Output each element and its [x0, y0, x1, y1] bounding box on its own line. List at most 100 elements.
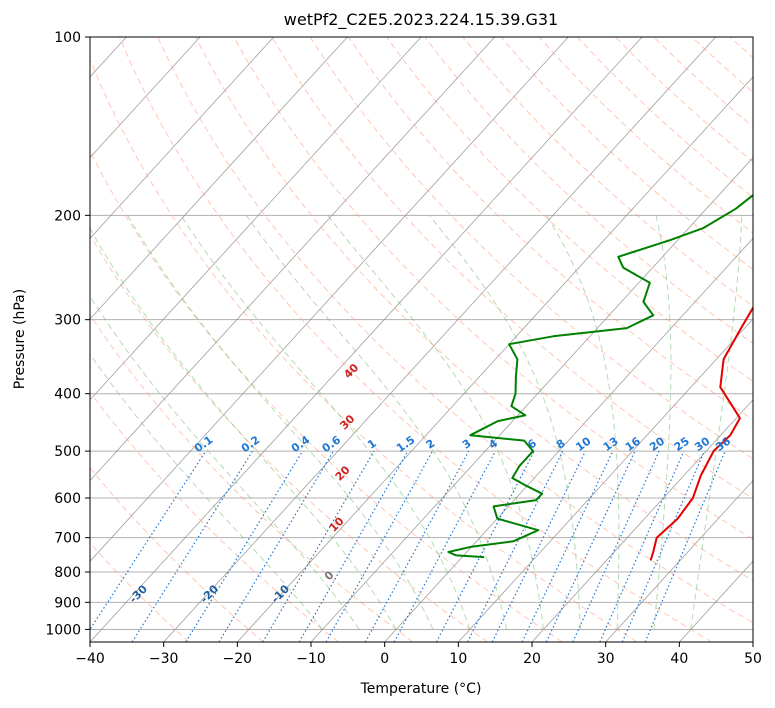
y-tick-label: 400 — [54, 387, 81, 403]
moist-adiabat-line — [546, 215, 620, 630]
temperature-profile-line — [649, 305, 753, 561]
moist-adiabat-line — [653, 215, 672, 630]
dry-adiabat-line — [615, 37, 753, 163]
moist-adiabat-line — [428, 214, 581, 630]
line-annotations: 0.10.20.40.611.52346810131620253036-100-… — [127, 361, 734, 606]
dry-adiabat-line — [462, 37, 753, 307]
mixing-ratio-line — [599, 450, 685, 642]
mixing-ratio-line — [393, 450, 496, 642]
plot-area: 0.10.20.40.611.52346810131620253036-100-… — [90, 37, 753, 642]
moist-adiabat-line — [327, 214, 544, 630]
y-tick-label: 800 — [54, 565, 81, 581]
x-tick-label: −10 — [296, 651, 326, 667]
dry-adiabat-line — [90, 58, 638, 642]
mixing-ratio-label: 0.2 — [239, 433, 262, 455]
chart-title: wetPf2_C2E5.2023.224.15.39.G31 — [284, 10, 558, 30]
y-tick-label: 100 — [54, 30, 81, 46]
dry-adiabat-line — [90, 149, 563, 642]
moist-adiabat-line — [90, 295, 360, 630]
x-tick-label: 30 — [597, 651, 615, 667]
mixing-ratio-lines — [90, 450, 726, 642]
moist-adiabats — [90, 214, 743, 630]
dry-adiabat-line — [233, 37, 753, 540]
mixing-ratio-line — [364, 450, 470, 642]
x-tick-label: 20 — [523, 651, 541, 667]
mixing-ratio-label: 1.5 — [394, 433, 417, 455]
isotherm-line — [384, 237, 753, 642]
isotherm-line — [605, 479, 753, 642]
mixing-ratio-line — [491, 450, 586, 642]
moist-adiabat-line — [90, 353, 323, 630]
x-axis-label: Temperature (°C) — [360, 681, 482, 697]
sounding-series — [447, 193, 753, 561]
y-tick-label: 600 — [54, 491, 81, 507]
mixing-ratio-line — [545, 450, 636, 642]
dry-adiabat-line — [347, 37, 753, 421]
dry-adiabat-line — [195, 37, 753, 582]
moist-adiabat-line — [127, 215, 434, 630]
isotherm-line — [752, 641, 753, 642]
y-tick-label: 1000 — [45, 622, 81, 638]
dry-adiabat-line — [538, 37, 753, 234]
mixing-ratio-line — [131, 450, 254, 642]
isotherm-line — [90, 37, 422, 401]
y-tick-label: 500 — [54, 444, 81, 460]
mixing-ratio-label: 0.6 — [320, 433, 344, 455]
x-tick-label: 40 — [670, 651, 688, 667]
dry-adiabat-line — [271, 37, 753, 500]
x-tick-label: −20 — [223, 651, 253, 667]
dry-adiabat-label: 20 — [333, 463, 353, 483]
isotherm-line — [90, 37, 348, 320]
mixing-ratio-line — [621, 450, 705, 642]
mixing-ratio-label: 2 — [424, 437, 438, 452]
x-tick-label: −40 — [75, 651, 105, 667]
mixing-ratio-line — [572, 450, 660, 642]
y-tick-label: 900 — [54, 595, 81, 611]
mixing-ratio-label: 6 — [525, 437, 539, 452]
isotherm-line — [163, 37, 717, 642]
isotherm-line — [531, 399, 753, 642]
dry-adiabat-line — [309, 37, 753, 460]
x-tick-label: 10 — [449, 651, 467, 667]
isotherm-line — [237, 76, 753, 642]
mixing-ratio-line — [298, 450, 409, 642]
y-tick-label: 200 — [54, 208, 81, 224]
dry-adiabat-line — [729, 37, 753, 59]
mixing-ratio-label: 0.4 — [289, 433, 313, 455]
dry-adiabat-line — [90, 542, 190, 642]
dry-adiabat-line — [90, 467, 264, 642]
x-axis-ticks: −40 −30 −20 −10 0 10 20 30 40 50 — [75, 642, 762, 667]
mixing-ratio-line — [325, 450, 434, 642]
dewpoint-profile-line — [447, 193, 753, 559]
dry-adiabat-line — [691, 37, 753, 93]
isotherm-line — [90, 37, 496, 482]
isotherm-line — [90, 37, 643, 642]
moist-adiabat-line — [90, 227, 397, 630]
mixing-ratio-line — [521, 450, 614, 642]
skewed-isotherms — [90, 37, 753, 642]
pressure-gridlines — [90, 37, 753, 630]
isotherm-line — [90, 37, 569, 562]
x-tick-label: 0 — [380, 651, 389, 667]
mixing-ratio-line — [185, 450, 304, 642]
dry-adiabat-line — [653, 37, 753, 128]
y-axis-label: Pressure (hPa) — [12, 289, 28, 389]
y-axis-ticks: 100 200 300 400 500 600 700 800 900 1000 — [45, 30, 90, 638]
dry-adiabat-line — [386, 37, 753, 382]
y-tick-label: 700 — [54, 531, 81, 547]
plot-frame — [89, 36, 754, 643]
mixing-ratio-line — [644, 450, 726, 642]
moist-adiabat-line — [245, 215, 508, 630]
mixing-ratio-line — [90, 450, 207, 631]
dry-adiabats — [90, 37, 753, 642]
isotherm-line — [90, 37, 201, 159]
dry-adiabat-line — [118, 37, 712, 642]
mixing-ratio-line — [218, 450, 334, 642]
dry-adiabat-line — [90, 391, 339, 642]
x-tick-label: −30 — [149, 651, 179, 667]
dry-adiabat-line — [576, 37, 753, 198]
dry-adiabat-label: 0 — [322, 568, 337, 583]
dry-adiabat-line — [90, 234, 488, 642]
moist-adiabat-line — [180, 215, 471, 630]
